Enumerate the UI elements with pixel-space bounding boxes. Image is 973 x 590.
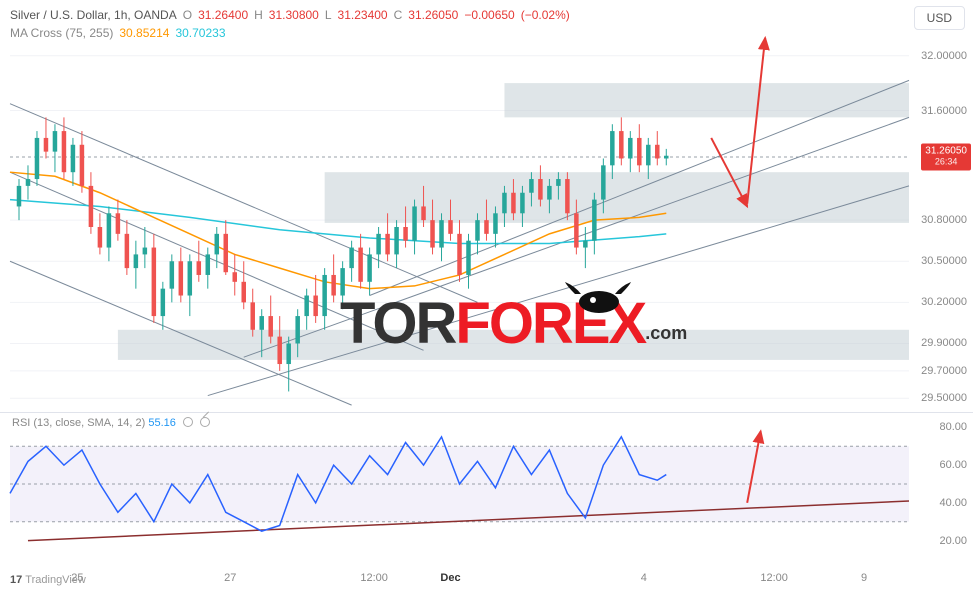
ohlc-chg-pct: (−0.02%): [521, 6, 570, 24]
ohlc-chg: −0.00650: [464, 6, 514, 24]
ohlc-o-label: O: [183, 6, 192, 24]
chart-legend: Silver / U.S. Dollar, 1h, OANDA O 31.2640…: [10, 6, 570, 42]
ohlc-h: 31.30800: [269, 6, 319, 24]
y-axis-main[interactable]: 32.0000031.6000030.8000030.5000030.20000…: [909, 32, 973, 568]
ohlc-l: 31.23400: [338, 6, 388, 24]
rsi-pane[interactable]: [10, 418, 909, 550]
price-pane[interactable]: [10, 42, 909, 412]
currency-badge[interactable]: USD: [914, 6, 965, 30]
symbol-title[interactable]: Silver / U.S. Dollar, 1h, OANDA: [10, 6, 177, 24]
pane-separator[interactable]: [0, 412, 973, 413]
ma-slow-value: 30.70233: [175, 24, 225, 42]
ohlc-c-label: C: [394, 6, 403, 24]
ohlc-h-label: H: [254, 6, 263, 24]
ma-fast-value: 30.85214: [119, 24, 169, 42]
countdown: 26:34: [925, 157, 967, 168]
ohlc-o: 31.26400: [198, 6, 248, 24]
ohlc-l-label: L: [325, 6, 332, 24]
tradingview-logo[interactable]: 17 TradingView: [10, 574, 86, 586]
chart-container: Silver / U.S. Dollar, 1h, OANDA O 31.2640…: [0, 0, 973, 590]
x-axis[interactable]: 252712:00Dec412:009: [10, 572, 909, 586]
last-price-badge: 31.26050 26:34: [921, 144, 971, 171]
ma-cross-label[interactable]: MA Cross (75, 255): [10, 24, 113, 42]
ohlc-c: 31.26050: [408, 6, 458, 24]
last-price: 31.26050: [925, 146, 967, 157]
